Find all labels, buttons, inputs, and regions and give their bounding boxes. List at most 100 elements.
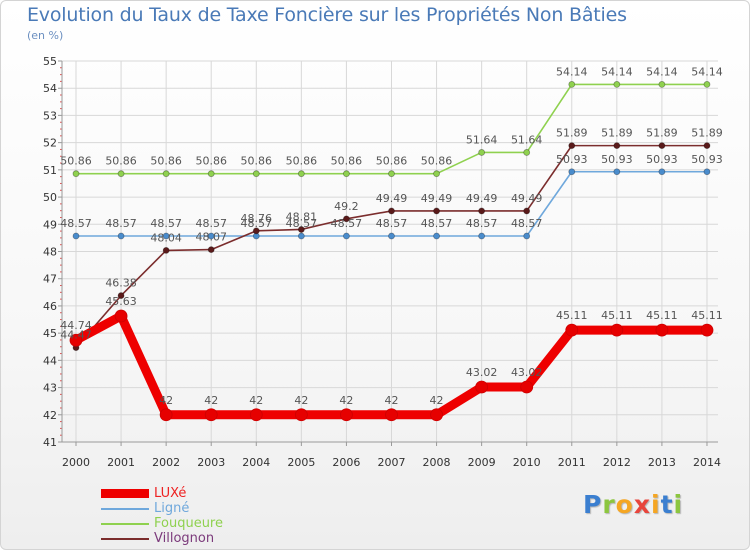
x-tick-label: 2008 — [423, 456, 451, 469]
data-point — [613, 142, 621, 150]
data-label: 51.89 — [601, 127, 633, 140]
x-tick-label: 2000 — [62, 456, 90, 469]
data-point — [700, 323, 714, 337]
data-point — [520, 380, 534, 394]
data-label: 50.86 — [241, 155, 273, 168]
y-tick-label: 47 — [43, 273, 57, 286]
x-tick-label: 2006 — [332, 456, 360, 469]
y-tick-label: 50 — [43, 191, 57, 204]
data-label: 48.57 — [331, 217, 363, 230]
data-label: 50.86 — [286, 155, 318, 168]
data-label: 51.64 — [466, 133, 498, 146]
data-label: 50.86 — [195, 155, 227, 168]
x-tick-label: 2011 — [558, 456, 586, 469]
x-tick-label: 2013 — [648, 456, 676, 469]
data-label: 50.93 — [646, 153, 678, 166]
data-point — [117, 292, 125, 299]
data-label: 44.74 — [60, 319, 92, 332]
y-tick-label: 49 — [43, 218, 57, 231]
data-point — [388, 170, 395, 178]
data-point — [162, 247, 170, 254]
data-label: 42 — [204, 394, 218, 407]
data-point — [613, 168, 621, 176]
data-label: 50.86 — [331, 155, 363, 168]
data-point — [478, 207, 486, 215]
data-label: 54.14 — [556, 65, 588, 78]
data-label: 48.57 — [60, 217, 92, 230]
data-label: 50.93 — [691, 153, 723, 166]
data-point — [162, 170, 170, 178]
data-point — [703, 168, 711, 176]
data-point — [658, 81, 666, 88]
data-point — [703, 142, 711, 150]
legend-label: Fouqueure — [154, 516, 223, 531]
data-point — [204, 408, 218, 422]
data-label: 54.14 — [646, 65, 678, 78]
data-label: 54.14 — [601, 65, 633, 78]
y-tick-label: 51 — [43, 164, 57, 177]
data-label: 48.57 — [376, 217, 408, 230]
data-label: 51.64 — [511, 133, 543, 146]
data-point — [568, 142, 576, 150]
x-tick-label: 2004 — [242, 456, 270, 469]
data-label: 50.93 — [556, 153, 588, 166]
data-label: 48.57 — [195, 217, 227, 230]
data-label: 49.49 — [421, 192, 453, 205]
data-point — [343, 215, 350, 223]
logo-letter: x — [633, 490, 651, 519]
data-label: 45.11 — [691, 309, 723, 322]
x-tick-label: 2003 — [197, 456, 225, 469]
data-label: 51.89 — [691, 127, 723, 140]
data-point — [297, 226, 305, 233]
logo-letter: P — [583, 490, 603, 519]
grid — [62, 60, 718, 443]
data-point — [159, 408, 173, 422]
axes: 41 42 43 44 45 46 47 48 49 50 51 52 53 54 55 2000 2001 20… — [43, 55, 721, 469]
data-label: 48.07 — [195, 231, 227, 244]
logo-letter: t — [660, 490, 674, 519]
data-point — [523, 207, 531, 215]
logo-letter: i — [651, 490, 661, 519]
data-point — [655, 323, 669, 337]
legend-item: Fouqueure — [101, 516, 223, 531]
data-point — [294, 408, 308, 422]
logo-letter: o — [615, 490, 634, 519]
data-point — [207, 246, 215, 253]
data-label: 46.38 — [105, 277, 137, 290]
data-point — [249, 408, 263, 422]
data-label: 42 — [430, 394, 444, 407]
x-tick-label: 2009 — [468, 456, 496, 469]
x-tick-label: 2002 — [152, 456, 180, 469]
data-point — [523, 232, 531, 240]
data-point — [207, 170, 215, 178]
legend: LUXé Ligné Fouqueure Villognon — [101, 486, 223, 546]
data-label: 48.57 — [286, 217, 318, 230]
data-label: 49.49 — [511, 192, 543, 205]
y-tick-label: 42 — [43, 409, 57, 422]
data-label: 51.89 — [646, 127, 678, 140]
data-label: 49.49 — [376, 192, 408, 205]
x-tick-label: 2005 — [287, 456, 315, 469]
data-label: 45.11 — [646, 309, 678, 322]
data-label: 50.86 — [376, 155, 408, 168]
data-point — [610, 323, 624, 337]
data-point — [117, 232, 125, 240]
y-tick-label: 52 — [43, 137, 57, 150]
data-point — [297, 170, 305, 178]
series-group — [69, 81, 714, 422]
data-point — [385, 408, 398, 422]
data-label: 48.81 — [286, 210, 318, 223]
data-label: 50.86 — [60, 155, 92, 168]
legend-swatch — [101, 507, 149, 510]
data-point — [475, 380, 489, 394]
data-point — [565, 323, 579, 337]
legend-swatch — [101, 522, 149, 525]
legend-label: LUXé — [154, 486, 187, 501]
data-label: 50.86 — [105, 155, 137, 168]
data-label: 50.93 — [601, 153, 633, 166]
data-label: 42 — [339, 394, 353, 407]
data-point — [297, 232, 305, 240]
data-label: 48.57 — [150, 217, 182, 230]
data-label: 50.86 — [421, 155, 453, 168]
